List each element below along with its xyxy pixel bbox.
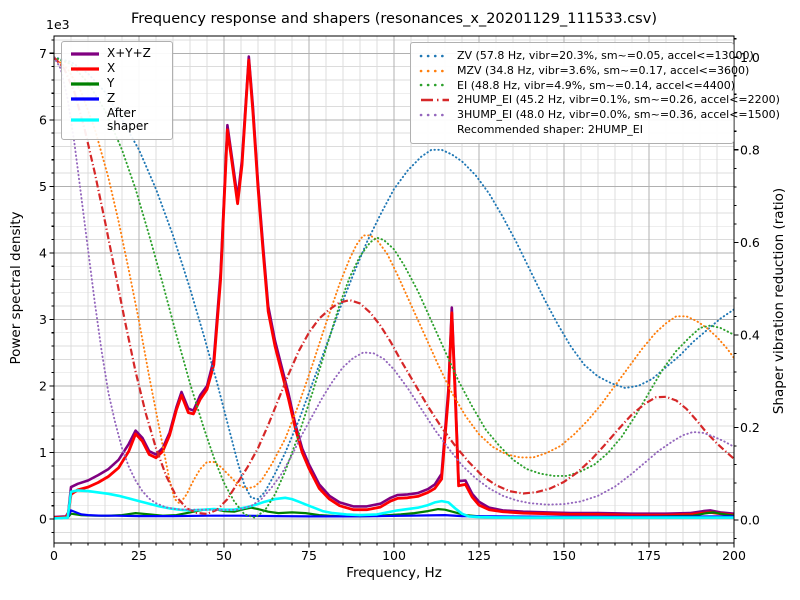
y-right-tick-label: 0.6 [740, 235, 760, 250]
legend-label: 2HUMP_EI (45.2 Hz, vibr=0.1%, sm~=0.26, … [457, 93, 780, 107]
y-axis-label-right: Shaper vibration reduction (ratio) [771, 187, 787, 415]
series-mzv [54, 56, 734, 505]
x-tick-label: 25 [131, 548, 147, 563]
x-legend-line [71, 67, 99, 71]
x-tick-label: 150 [552, 548, 576, 563]
zv-legend-line [419, 54, 451, 58]
axis-ticks [49, 38, 739, 548]
legend-item: ZV (57.8 Hz, vibr=20.3%, sm~=0.05, accel… [418, 49, 754, 63]
legend-item: 2HUMP_EI (45.2 Hz, vibr=0.1%, sm~=0.26, … [418, 93, 780, 107]
2hump-ei-legend-line [421, 98, 449, 102]
z-legend-line [71, 97, 99, 101]
y-right-tick-label: 0.2 [740, 420, 760, 435]
y-left-tick-label: 3 [39, 312, 47, 327]
legend-item: MZV (34.8 Hz, vibr=3.6%, sm~=0.17, accel… [418, 64, 749, 78]
legend-label: ZV (57.8 Hz, vibr=20.3%, sm~=0.05, accel… [457, 49, 754, 62]
x-axis-label: Frequency, Hz [346, 565, 442, 581]
legend-item: X [68, 61, 166, 76]
legend-item: Z [68, 91, 166, 106]
series-2hump-ei [54, 56, 734, 515]
y-right-tick-label: 1.0 [740, 50, 760, 65]
legend-psd: X+Y+Z X Y Z After shaper [61, 41, 173, 140]
x-tick-label: 50 [216, 548, 232, 563]
y-left-tick-label: 2 [39, 378, 47, 393]
chart-title: Frequency response and shapers (resonanc… [131, 11, 657, 27]
mzv-legend-line [419, 69, 451, 72]
legend-item: Y [68, 76, 166, 91]
series-after-shaper [54, 489, 734, 520]
y-axis-label-left: Power spectral density [8, 211, 24, 365]
y-right-tick-label: 0.4 [740, 327, 760, 342]
3hump-ei-legend-line [419, 113, 451, 117]
legend-item: EI (48.8 Hz, vibr=4.9%, sm~=0.14, accel<… [418, 79, 735, 93]
x-tick-label: 125 [467, 548, 491, 563]
recommended-shaper-text: Recommended shaper: 2HUMP_EI [457, 122, 643, 136]
x-tick-label: 75 [301, 548, 317, 563]
series-group [54, 55, 734, 520]
y-axis-offset-text: 1e3 [46, 17, 70, 32]
series-3hump-ei [54, 56, 734, 512]
ei-legend-line [419, 84, 451, 87]
legend-item: 3HUMP_EI (48.0 Hz, vibr=0.0%, sm~=0.36, … [418, 108, 780, 122]
y-left-tick-label: 6 [39, 112, 47, 127]
x-tick-label: 200 [722, 548, 746, 563]
x-tick-label: 0 [50, 548, 58, 563]
legend-label: Z [107, 91, 116, 106]
y-legend-line [71, 82, 99, 86]
series-x [54, 58, 734, 520]
y-left-tick-label: 0 [39, 512, 47, 527]
x-tick-label: 100 [382, 548, 406, 563]
series-zv [54, 56, 734, 501]
legend-label: MZV (34.8 Hz, vibr=3.6%, sm~=0.17, accel… [457, 63, 750, 77]
y-right-tick-label: 0.0 [740, 512, 760, 527]
x-y-z-legend-line [71, 52, 99, 56]
y-left-tick-label: 1 [39, 445, 47, 460]
y-left-tick-label: 7 [39, 46, 47, 61]
x-tick-label: 175 [637, 548, 661, 563]
legend-item: After shaper [68, 106, 166, 134]
legend-label: X [107, 61, 116, 76]
legend-label: After shaper [107, 106, 149, 134]
legend-label: Y [107, 76, 115, 91]
legend-label: 3HUMP_EI (48.0 Hz, vibr=0.0%, sm~=0.36, … [457, 108, 780, 121]
y-right-tick-label: 0.8 [740, 142, 760, 157]
legend-label: EI (48.8 Hz, vibr=4.9%, sm~=0.14, accel<… [457, 78, 735, 92]
tick-labels: 0 25 50 75 100 125 150 175 200 0 1 2 3 4 5 6 7 0.0 0.2 0.4 0… [39, 46, 760, 563]
y-left-tick-label: 4 [39, 245, 47, 260]
legend-item: X+Y+Z [68, 46, 166, 61]
after-legend-line [71, 118, 99, 123]
legend-shapers: ZV (57.8 Hz, vibr=20.3%, sm~=0.05, accel… [410, 42, 780, 144]
y-left-tick-label: 5 [39, 179, 47, 194]
legend-label: X+Y+Z [107, 46, 151, 61]
legend-footer: Recommended shaper: 2HUMP_EI [418, 123, 726, 137]
series-ei [54, 56, 734, 519]
